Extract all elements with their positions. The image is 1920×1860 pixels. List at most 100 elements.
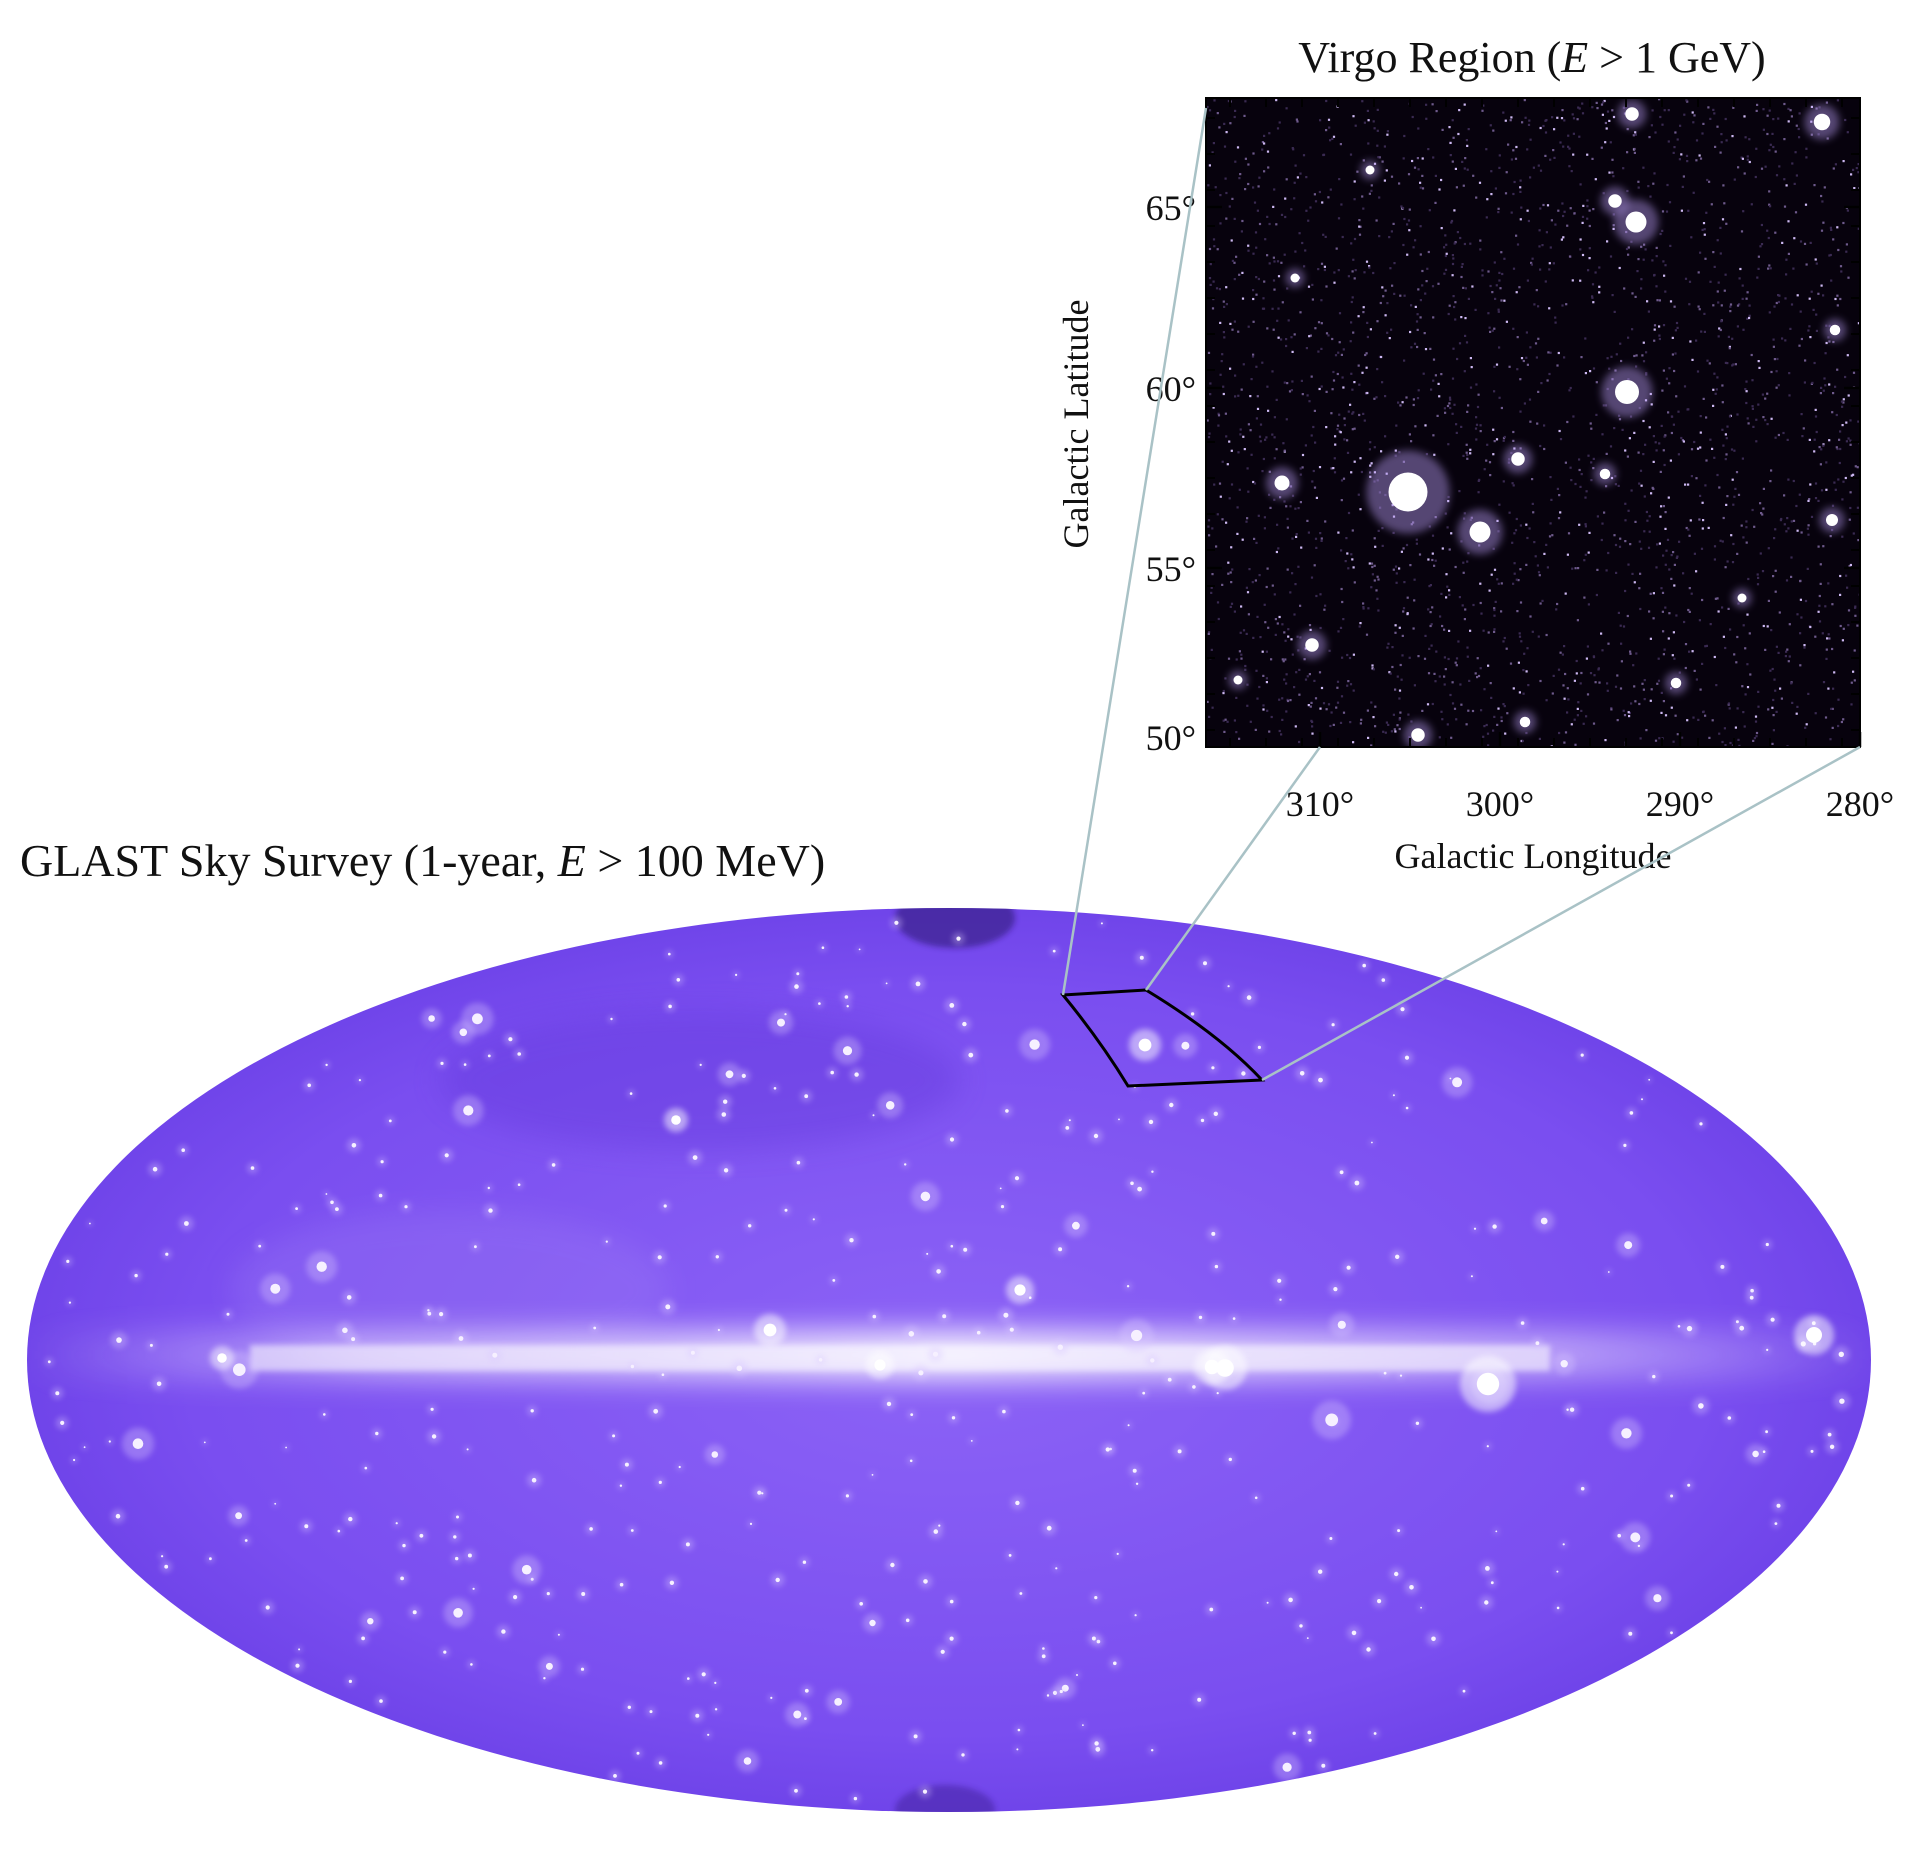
sky-source: [1200, 1118, 1205, 1123]
inset-noise-pixel: [1371, 664, 1374, 667]
inset-noise-pixel: [1394, 565, 1398, 568]
inset-noise-pixel: [1342, 386, 1345, 389]
inset-noise-pixel: [1227, 100, 1230, 103]
inset-noise-pixel: [1842, 160, 1845, 163]
inset-noise-pixel: [1789, 109, 1792, 112]
inset-noise-pixel: [1493, 628, 1496, 631]
inset-noise-pixel: [1678, 540, 1681, 543]
inset-noise-pixel: [1393, 728, 1396, 731]
inset-noise-pixel: [1545, 543, 1548, 546]
inset-noise-pixel: [1311, 283, 1314, 286]
inset-noise-pixel: [1273, 260, 1276, 263]
y-tick-label: 60°: [1146, 369, 1196, 409]
inset-noise-pixel: [1727, 702, 1731, 705]
inset-noise-pixel: [1664, 434, 1667, 437]
inset-noise-pixel: [1283, 631, 1286, 634]
sky-source: [132, 1438, 144, 1449]
inset-noise-pixel: [1618, 418, 1622, 421]
inset-noise-pixel: [1510, 211, 1513, 214]
inset-noise-pixel: [1419, 253, 1422, 256]
inset-noise-pixel: [1467, 552, 1470, 555]
sky-source: [1005, 1109, 1009, 1113]
inset-noise-pixel: [1732, 106, 1735, 109]
inset-noise-pixel: [1337, 269, 1340, 272]
inset-noise-pixel: [1662, 630, 1665, 633]
inset-noise-pixel: [1525, 523, 1528, 526]
inset-noise-pixel: [1351, 388, 1354, 391]
inset-noise-pixel: [1479, 248, 1482, 251]
sky-source: [1116, 1552, 1119, 1555]
inset-noise-pixel: [1413, 578, 1416, 581]
sky-source: [777, 1018, 785, 1027]
sky-source: [455, 1556, 459, 1561]
inset-noise-pixel: [1401, 634, 1404, 637]
inset-noise-pixel: [1423, 332, 1426, 335]
inset-noise-pixel: [1716, 376, 1719, 379]
sky-source: [1699, 1122, 1703, 1126]
inset-noise-pixel: [1733, 449, 1736, 452]
inset-noise-pixel: [1638, 540, 1641, 543]
inset-noise-pixel: [1526, 647, 1529, 650]
inset-noise-pixel: [1454, 565, 1457, 569]
inset-noise-pixel: [1575, 659, 1578, 663]
inset-noise-pixel: [1350, 300, 1353, 304]
inset-noise-pixel: [1772, 714, 1775, 717]
inset-noise-pixel: [1614, 685, 1618, 688]
all-sky-map: [27, 908, 1871, 1812]
inset-noise-pixel: [1352, 566, 1355, 569]
inset-noise-pixel: [1767, 236, 1770, 240]
inset-noise-pixel: [1711, 719, 1714, 722]
sky-source: [849, 1238, 854, 1243]
sky-source: [531, 1477, 537, 1483]
inset-noise-pixel: [1285, 505, 1288, 508]
inset-noise-pixel: [1857, 163, 1860, 166]
inset-noise-pixel: [1655, 566, 1658, 569]
inset-noise-pixel: [1721, 540, 1724, 543]
inset-noise-pixel: [1493, 608, 1496, 612]
inset-noise-pixel: [1831, 411, 1834, 414]
inset-noise-pixel: [1432, 379, 1435, 382]
inset-noise-pixel: [1579, 485, 1582, 488]
inset-noise-pixel: [1427, 672, 1431, 675]
inset-noise-pixel: [1823, 186, 1826, 189]
inset-noise-pixel: [1561, 304, 1564, 307]
inset-noise-pixel: [1638, 702, 1641, 706]
sky-source: [1495, 1530, 1498, 1533]
inset-noise-pixel: [1728, 345, 1731, 348]
inset-noise-pixel: [1587, 454, 1590, 457]
inset-noise-pixel: [1215, 287, 1219, 290]
inset-noise-pixel: [1402, 157, 1405, 160]
inset-noise-pixel: [1244, 100, 1247, 103]
inset-noise-pixel: [1612, 115, 1616, 119]
inset-noise-pixel: [1434, 374, 1437, 377]
inset-noise-pixel: [1822, 294, 1825, 297]
sky-source: [1094, 1741, 1099, 1746]
inset-noise-pixel: [1255, 246, 1258, 249]
inset-noise-pixel: [1736, 707, 1739, 710]
inset-noise-pixel: [1584, 337, 1587, 340]
inset-noise-pixel: [1831, 707, 1834, 710]
inset-noise-pixel: [1283, 381, 1286, 384]
inset-noise-pixel: [1531, 478, 1534, 481]
inset-noise-pixel: [1337, 630, 1340, 633]
inset-noise-pixel: [1262, 457, 1265, 461]
inset-noise-pixel: [1237, 394, 1240, 397]
inset-noise-pixel: [1759, 552, 1762, 555]
inset-noise-pixel: [1332, 379, 1336, 382]
sky-source: [1520, 1321, 1525, 1325]
inset-noise-pixel: [1605, 485, 1608, 488]
inset-noise-pixel: [1425, 117, 1428, 120]
inset-noise-pixel: [1640, 547, 1643, 550]
inset-noise-pixel: [1359, 225, 1362, 228]
inset-noise-pixel: [1702, 397, 1705, 400]
inset-noise-pixel: [1658, 334, 1661, 337]
inset-noise-pixel: [1319, 119, 1322, 122]
inset-noise-pixel: [1421, 709, 1424, 712]
inset-noise-pixel: [1208, 277, 1212, 280]
inset-noise-pixel: [1394, 631, 1397, 634]
inset-noise-pixel: [1744, 693, 1747, 696]
inset-noise-pixel: [1547, 351, 1550, 354]
inset-noise-pixel: [1433, 672, 1436, 675]
sky-source: [723, 1099, 728, 1104]
inset-noise-pixel: [1680, 153, 1683, 156]
